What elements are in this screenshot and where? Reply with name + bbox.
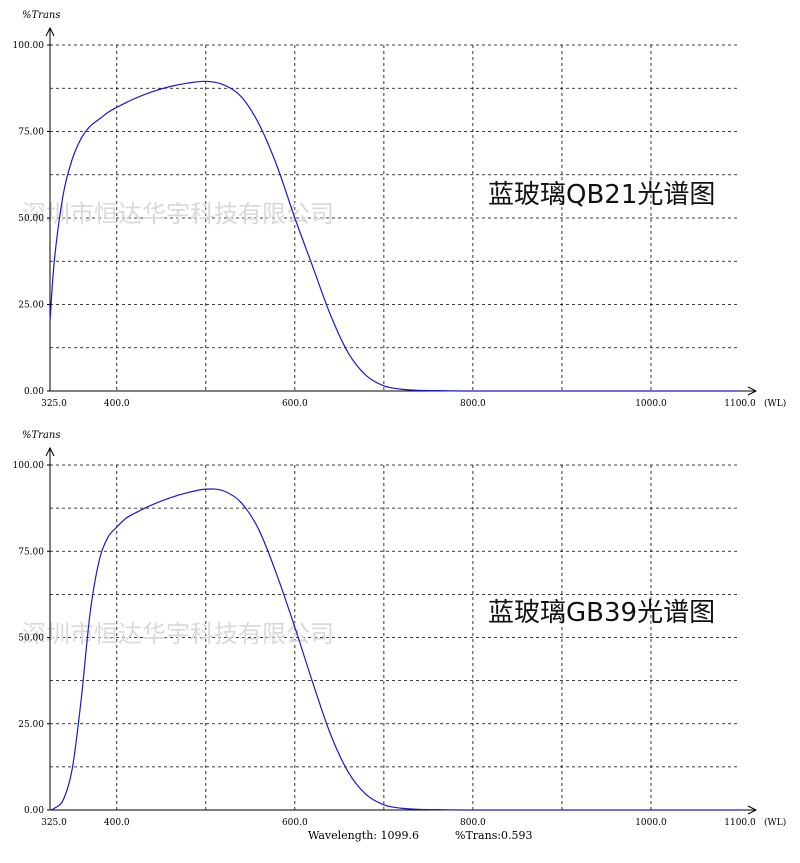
x-axis-arrow bbox=[747, 805, 758, 815]
x-tick-label: 1000.0 bbox=[635, 399, 667, 409]
x-tick-label: 800.0 bbox=[460, 818, 486, 828]
y-tick-label: 0.00 bbox=[24, 387, 44, 397]
x-tick-label: 400.0 bbox=[104, 399, 130, 409]
x-tick-label: 1100.0 bbox=[724, 818, 756, 828]
y-tick-label: 100.00 bbox=[13, 461, 45, 471]
watermark: 深圳市恒达华宇科技有限公司 bbox=[22, 620, 334, 648]
x-tick-label: 400.0 bbox=[104, 818, 130, 828]
y-tick-label: 0.00 bbox=[24, 806, 44, 816]
x-tick-label: 800.0 bbox=[460, 399, 486, 409]
y-tick-label: 25.00 bbox=[18, 301, 44, 311]
x-tick-label: 600.0 bbox=[282, 399, 308, 409]
wavelength-readout: Wavelength: 1099.6 bbox=[308, 829, 419, 842]
x-axis-unit: (WL) bbox=[764, 398, 786, 409]
series-line bbox=[49, 80, 740, 392]
y-tick-label: 50.00 bbox=[18, 214, 44, 224]
y-tick-label: 75.00 bbox=[18, 547, 44, 557]
y-axis-label: %Trans bbox=[22, 430, 61, 441]
grid bbox=[50, 464, 740, 810]
y-axis-arrow bbox=[45, 446, 55, 457]
x-axis-arrow bbox=[747, 386, 758, 396]
x-tick-label: 600.0 bbox=[282, 818, 308, 828]
chart-qb21: 深圳市恒达华宇科技有限公司 蓝玻璃QB21光谱图 %Trans 0.00 25.00… bbox=[13, 10, 787, 409]
trans-readout: %Trans:0.593 bbox=[455, 829, 533, 842]
chart-title: 蓝玻璃GB39光谱图 bbox=[488, 598, 715, 628]
y-tick-label: 25.00 bbox=[18, 720, 44, 730]
x-axis-unit: (WL) bbox=[764, 817, 786, 828]
x-tick-label: 1000.0 bbox=[635, 818, 667, 828]
watermark: 深圳市恒达华宇科技有限公司 bbox=[22, 200, 334, 228]
x-tick-label: 1100.0 bbox=[724, 399, 756, 409]
x-tick-label: 325.0 bbox=[41, 399, 67, 409]
grid bbox=[50, 44, 740, 391]
y-tick-label: 75.00 bbox=[18, 128, 44, 138]
y-axis-arrow bbox=[45, 26, 55, 37]
y-tick-label: 100.00 bbox=[13, 41, 45, 51]
y-tick-label: 50.00 bbox=[18, 634, 44, 644]
series-line bbox=[49, 488, 740, 811]
x-tick-label: 325.0 bbox=[41, 818, 67, 828]
chart-gb39: 深圳市恒达华宇科技有限公司 蓝玻璃GB39光谱图 %Trans 0.00 25.00… bbox=[13, 430, 787, 828]
chart-title: 蓝玻璃QB21光谱图 bbox=[488, 180, 715, 210]
y-axis-label: %Trans bbox=[22, 10, 61, 21]
